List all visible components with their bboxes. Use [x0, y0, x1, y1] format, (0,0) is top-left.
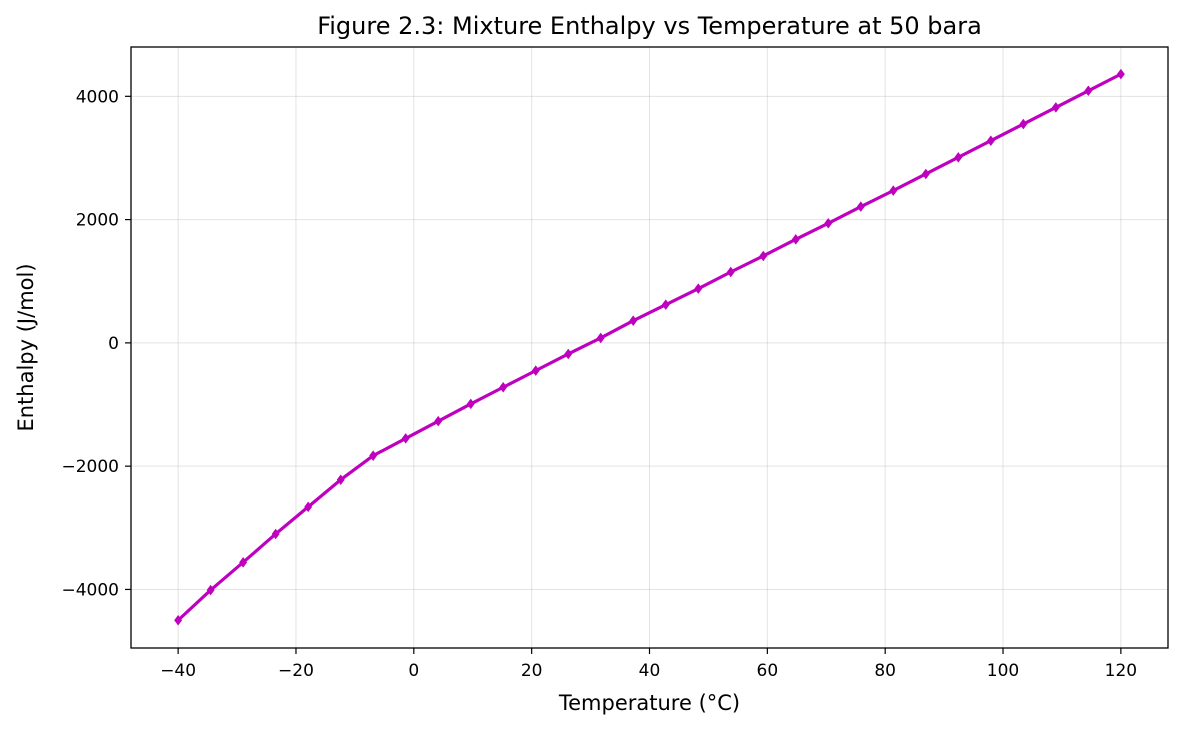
- data-point: [1051, 102, 1060, 113]
- data-point: [726, 266, 735, 278]
- chart-title: Figure 2.3: Mixture Enthalpy vs Temperat…: [317, 12, 982, 40]
- x-tick-label: 60: [757, 661, 779, 681]
- x-axis-label: Temperature (°C): [558, 691, 740, 715]
- data-line-layer: [176, 72, 1123, 622]
- data-point: [564, 348, 573, 360]
- x-tick-label: 20: [521, 661, 543, 681]
- data-point: [824, 218, 833, 229]
- data-point: [629, 315, 638, 326]
- data-point: [1019, 118, 1028, 130]
- data-point: [661, 299, 670, 310]
- series-line: [176, 72, 1123, 622]
- data-point: [466, 398, 475, 410]
- y-tick-label: 4000: [76, 87, 119, 107]
- y-tick-label: −4000: [61, 580, 119, 600]
- data-point: [954, 152, 963, 163]
- data-point: [1116, 68, 1125, 80]
- x-tick-label: −20: [278, 661, 314, 681]
- data-point: [499, 381, 508, 393]
- x-tick-label: 80: [874, 661, 896, 681]
- data-point: [434, 415, 443, 427]
- data-point: [336, 474, 345, 485]
- data-point: [1084, 85, 1093, 97]
- data-point: [304, 501, 313, 513]
- y-tick-label: 0: [108, 334, 119, 354]
- data-point: [206, 584, 215, 596]
- x-axis: −40 −20 0 20 40 60 80 100 120: [160, 648, 1137, 681]
- data-point: [759, 250, 768, 262]
- x-tick-label: 120: [1105, 661, 1137, 681]
- x-tick-label: −40: [160, 661, 196, 681]
- y-tick-label: −2000: [61, 457, 119, 477]
- x-tick-label: 100: [987, 661, 1019, 681]
- data-point: [239, 557, 248, 568]
- data-point: [531, 365, 540, 376]
- data-point: [889, 185, 898, 196]
- data-point: [401, 433, 410, 444]
- data-point: [791, 234, 800, 245]
- data-point: [986, 135, 995, 146]
- x-tick-label: 40: [639, 661, 661, 681]
- data-point: [271, 528, 280, 540]
- y-axis-label: Enthalpy (J/mol): [14, 263, 38, 431]
- data-point: [694, 283, 703, 294]
- data-point: [856, 201, 865, 212]
- grid: [131, 47, 1168, 648]
- y-axis: −4000 −2000 0 2000 4000: [61, 87, 131, 600]
- data-point: [174, 614, 183, 626]
- data-point: [369, 450, 378, 461]
- y-tick-label: 2000: [76, 211, 119, 231]
- data-point: [596, 332, 605, 344]
- x-tick-label: 0: [408, 661, 419, 681]
- data-marker-layer: [174, 68, 1125, 626]
- data-point: [921, 168, 930, 180]
